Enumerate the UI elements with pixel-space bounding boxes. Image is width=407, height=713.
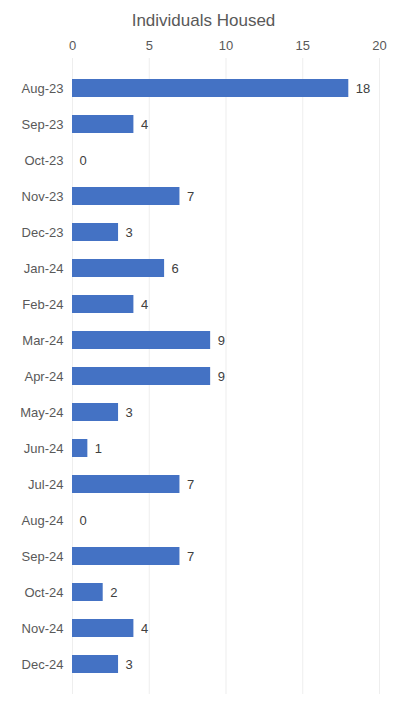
svg-text:7: 7 [187,477,194,492]
svg-text:Aug-24: Aug-24 [22,513,64,528]
svg-text:7: 7 [187,549,194,564]
svg-text:0: 0 [69,38,76,53]
svg-text:Sep-23: Sep-23 [22,117,64,132]
svg-text:4: 4 [141,621,148,636]
svg-text:Nov-23: Nov-23 [22,189,64,204]
svg-text:Oct-24: Oct-24 [24,585,63,600]
svg-text:Jul-24: Jul-24 [28,477,63,492]
svg-text:Nov-24: Nov-24 [22,621,64,636]
svg-text:6: 6 [172,261,179,276]
svg-text:10: 10 [219,38,233,53]
svg-text:Sep-24: Sep-24 [22,549,64,564]
svg-text:May-24: May-24 [20,405,63,420]
svg-text:1: 1 [95,441,102,456]
svg-text:4: 4 [141,117,148,132]
svg-text:Aug-23: Aug-23 [22,81,64,96]
html-text:Individuals Housed: Individuals Housed [131,11,276,30]
svg-text:9: 9 [218,333,225,348]
svg-text:Apr-24: Apr-24 [24,369,63,384]
svg-text:Jan-24: Jan-24 [24,261,64,276]
svg-text:4: 4 [141,297,148,312]
svg-text:5: 5 [146,38,153,53]
svg-text:0: 0 [80,513,87,528]
svg-text:3: 3 [126,657,133,672]
svg-text:Dec-24: Dec-24 [22,657,64,672]
svg-text:Feb-24: Feb-24 [22,297,63,312]
svg-text:Oct-23: Oct-23 [24,153,63,168]
svg-text:3: 3 [126,405,133,420]
svg-text:9: 9 [218,369,225,384]
svg-text:20: 20 [372,38,386,53]
svg-text:15: 15 [296,38,310,53]
svg-text:Jun-24: Jun-24 [24,441,64,456]
svg-text:3: 3 [126,225,133,240]
svg-text:0: 0 [80,153,87,168]
svg-text:7: 7 [187,189,194,204]
svg-text:2: 2 [110,585,117,600]
svg-text:18: 18 [356,81,370,96]
svg-text:Dec-23: Dec-23 [22,225,64,240]
svg-text:Mar-24: Mar-24 [22,333,63,348]
